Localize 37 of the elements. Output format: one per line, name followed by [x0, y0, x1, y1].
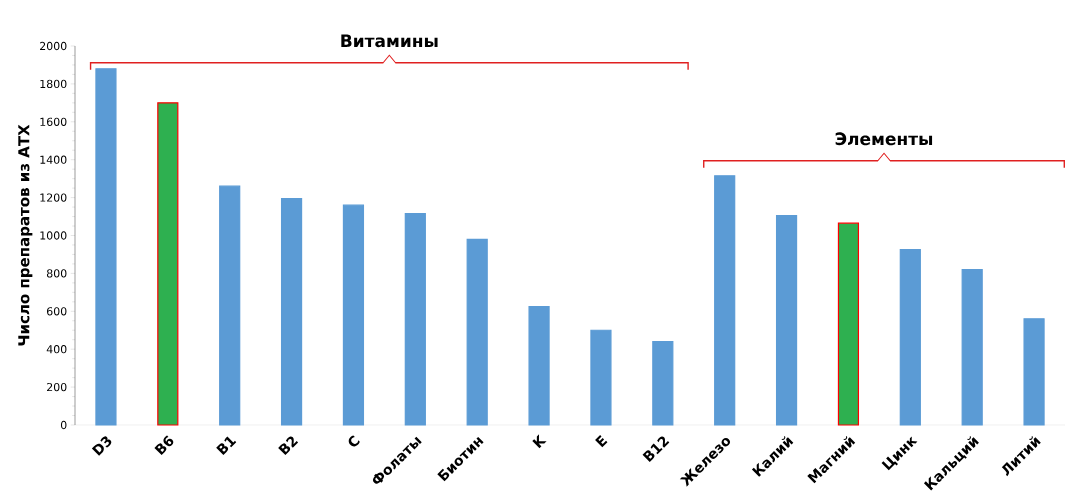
x-tick-label: B6: [154, 435, 174, 456]
y-axis-title: Число препаратов из АТХ: [18, 124, 33, 346]
y-tick-label: 800: [46, 269, 67, 278]
x-tick-label: D3: [91, 436, 112, 456]
y-tick-label: 1200: [40, 193, 67, 202]
bar: [837, 222, 860, 426]
bar: [714, 175, 736, 426]
bar: [775, 215, 798, 426]
bar: [404, 213, 426, 426]
bar: [157, 102, 179, 426]
x-tick-label: B2: [278, 436, 299, 456]
bar: [219, 185, 241, 426]
x-tick-label: B1: [216, 436, 237, 455]
bar: [961, 269, 983, 426]
bar: [342, 204, 365, 426]
y-tick-label: 2000: [40, 41, 67, 51]
bar: [1023, 318, 1045, 426]
y-tick-label: 600: [46, 307, 67, 316]
bar: [466, 238, 488, 426]
x-tick-label: E: [595, 435, 608, 448]
bar: [528, 305, 550, 426]
x-tick-label: K: [532, 434, 547, 449]
annotation: Витамины: [341, 34, 438, 48]
y-tick-label: 200: [47, 382, 67, 392]
bar: [899, 249, 921, 426]
y-tick-label: 1800: [40, 79, 67, 89]
y-tick-label: 400: [46, 345, 67, 354]
y-tick-label: 1400: [40, 155, 67, 164]
bar: [652, 341, 674, 426]
annotation: Элементы: [835, 132, 933, 146]
y-tick-label: 1600: [40, 117, 67, 126]
bar: [280, 197, 303, 426]
bar: [95, 68, 117, 426]
x-tick-label: C: [348, 435, 360, 447]
y-tick-label: 1000: [40, 231, 67, 240]
y-tick-label: 0: [60, 420, 67, 430]
bar: [590, 329, 612, 426]
